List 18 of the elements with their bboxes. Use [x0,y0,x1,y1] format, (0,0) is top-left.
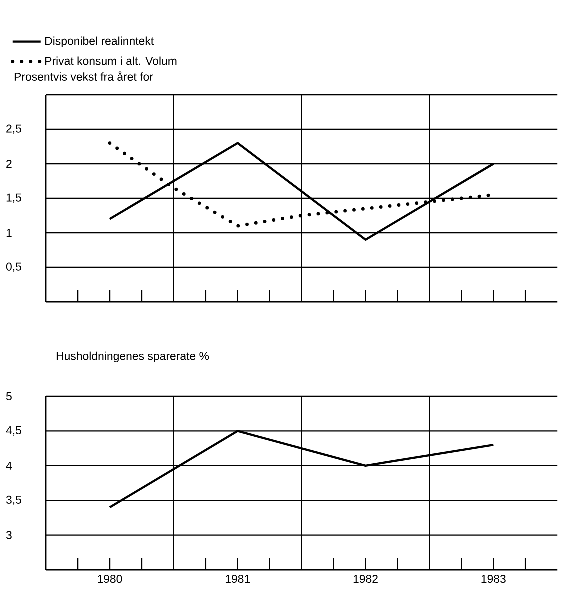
legend-label: Privat konsum i alt. Volum [46,56,177,66]
x-tick-label: 1980 [98,575,122,584]
y-tick-label: 0,5 [6,262,22,272]
y-tick-label: 2 [6,160,12,168]
y-tick-label: 4 [6,462,12,470]
y-tick-label: 1 [6,229,12,237]
chart-title: Prosentvis vekst fra året for [14,72,154,81]
x-tick-label: 1981 [226,575,250,584]
x-tick-label: 1982 [354,575,378,584]
y-tick-label: 4,5 [6,426,22,436]
y-tick-label: 5 [6,392,12,400]
y-tick-label: 3,5 [6,496,22,506]
chart-title: Husholdningenes sparerate % [56,352,210,362]
y-tick-label: 2,5 [6,124,22,134]
y-tick-label: 1,5 [6,194,22,204]
x-tick-label: 1983 [482,575,506,584]
y-tick-label: 3 [6,531,12,540]
legend-label: Disponibel realinntekt [46,36,154,48]
